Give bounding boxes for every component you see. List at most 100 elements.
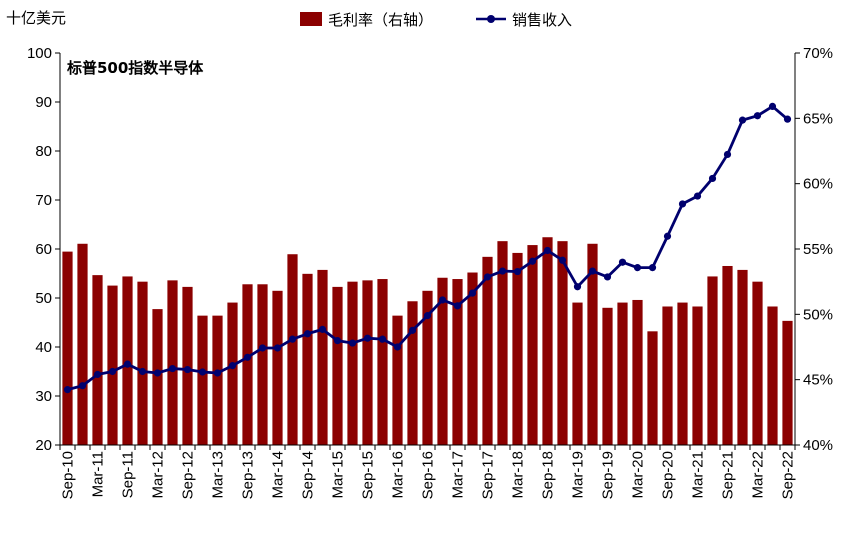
x-tick-label: Sep-19 [600,451,617,499]
sales-revenue-point [498,267,507,275]
sales-revenue-point [663,232,672,240]
left-tick-label: 90 [35,94,52,111]
bar-gross-margin [317,269,328,445]
sales-revenue-point [513,267,522,276]
bar-gross-margin [542,237,553,445]
bar-gross-margin [332,286,343,445]
sales-revenue-point [708,174,717,183]
left-y-ticks: 20 30 40 50 60 70 80 90 100 [27,45,60,454]
bar-gross-margin [77,243,88,445]
left-tick-label: 50 [35,290,52,307]
legend-line-label: 销售收入 [512,11,572,29]
sales-revenue-point [303,330,312,338]
x-tick-label: Mar-19 [570,451,587,499]
sales-revenue-point [588,267,597,275]
bar-gross-margin [482,256,493,445]
bar-gross-margin [257,284,268,445]
sales-revenue-point [483,273,492,281]
bar-gross-margin [362,280,373,445]
left-tick-label: 40 [35,339,52,356]
sales-revenue-point [273,344,282,352]
bar-gross-margin [662,306,673,445]
bar-gross-margin [272,290,283,445]
sales-revenue-point [753,112,762,120]
bar-gross-margin [137,281,148,445]
right-tick-label: 45% [803,372,833,389]
x-tick-label: Mar-17 [450,451,467,499]
left-tick-label: 60 [35,241,52,258]
bar-gross-margin [617,302,628,445]
left-tick-label: 100 [27,45,52,62]
sales-revenue-point [138,367,147,376]
sales-revenue-point [768,102,777,111]
bar-gross-margin [377,279,388,445]
bar-gross-margin [92,275,103,445]
right-tick-label: 70% [803,45,833,62]
sales-revenue-point [183,365,192,374]
sales-revenue-point [363,334,372,342]
x-tick-label: Sep-17 [480,451,497,499]
bar-gross-margin [407,301,418,445]
bar-gross-margin [422,290,433,445]
x-tick-label: Mar-14 [270,451,287,499]
x-tick-label: Mar-15 [330,451,347,499]
sales-revenue-point [453,302,462,310]
x-tick-label: Sep-15 [360,451,377,499]
sales-revenue-point [393,343,402,351]
sales-revenue-point [213,369,222,377]
bar-gross-margin [227,302,238,445]
sales-revenue-point [408,326,417,334]
sales-revenue-point [693,192,702,200]
sales-revenue-point [618,258,627,266]
right-tick-label: 55% [803,241,833,258]
sales-revenue-point [378,335,387,343]
sales-revenue-point [93,370,102,379]
bar-gross-margin [647,331,658,445]
sales-revenue-point [348,339,357,347]
sales-revenue-point [438,296,447,304]
x-tick-label: Mar-20 [630,451,647,499]
sales-revenue-point [168,364,177,373]
x-tick-label: Sep-10 [60,451,77,499]
sales-revenue-point [243,353,252,361]
bar-gross-margin [737,269,748,445]
bar-gross-margin [167,280,178,445]
sales-revenue-point [318,325,327,333]
legend-bar-label: 毛利率（右轴） [328,11,433,29]
bar-gross-margin [587,243,598,445]
right-tick-label: 40% [803,437,833,454]
sales-revenue-point [63,386,72,394]
bar-gross-margin [707,276,718,445]
sales-revenue-point [738,116,747,124]
bar-gross-margin [512,252,523,445]
left-tick-label: 70 [35,192,52,209]
left-tick-label: 80 [35,143,52,160]
sales-revenue-point [723,150,732,159]
legend: 毛利率（右轴） 销售收入 [300,11,572,29]
bar-gross-margin [497,241,508,445]
x-tick-label: Mar-13 [210,451,227,499]
sales-revenue-point [648,264,657,272]
bar-gross-margin [212,315,223,445]
sales-revenue-point [633,264,642,272]
sales-revenue-point [78,382,87,390]
sales-revenue-point [198,368,207,376]
x-tick-label: Sep-12 [180,451,197,499]
sales-revenue-point [528,257,537,265]
sales-revenue-point [543,246,552,255]
bar-gross-margin [782,320,793,445]
sales-revenue-point [783,115,792,123]
sales-revenue-point [603,273,612,281]
sales-revenue-point [573,283,582,291]
bar-gross-margin [572,302,583,445]
sales-revenue-point [333,337,342,345]
x-tick-label: Mar-12 [150,451,167,499]
x-tick-label: Sep-14 [300,451,317,499]
bar-gross-margin [557,241,568,445]
bar-gross-margin [62,251,73,445]
right-tick-label: 65% [803,110,833,127]
sales-revenue-point [153,369,162,377]
sales-revenue-point [678,200,687,208]
left-tick-label: 30 [35,388,52,405]
